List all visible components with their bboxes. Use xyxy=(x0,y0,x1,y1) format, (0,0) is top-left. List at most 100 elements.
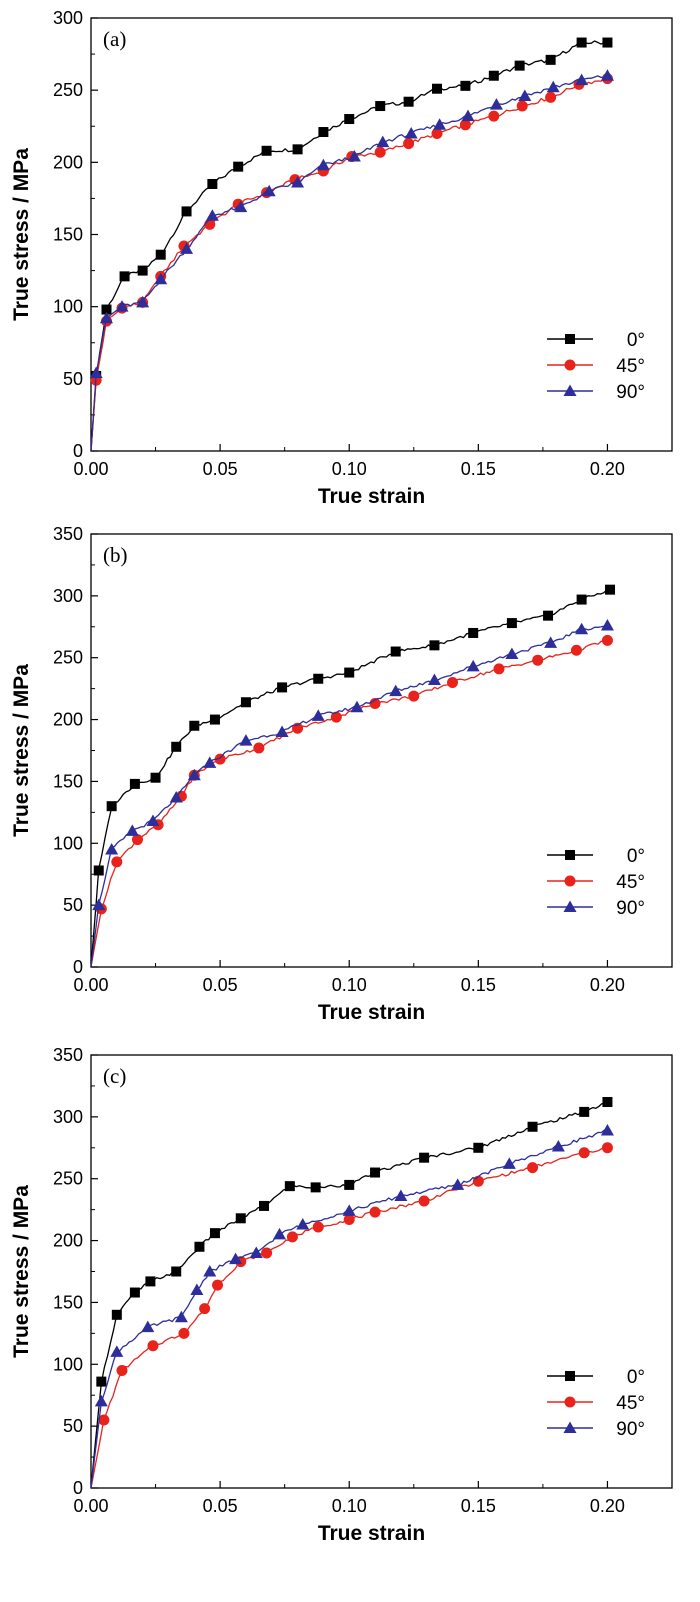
data-point xyxy=(105,842,119,855)
data-point xyxy=(147,1340,159,1352)
data-point xyxy=(318,127,329,138)
data-point xyxy=(284,1181,295,1192)
series-1 xyxy=(90,1142,613,1489)
series-0 xyxy=(90,584,616,968)
data-point xyxy=(233,161,244,172)
data-point xyxy=(273,1227,287,1240)
data-point xyxy=(101,304,112,315)
data-point xyxy=(240,697,251,708)
data-point xyxy=(277,682,288,693)
data-point xyxy=(203,756,217,768)
data-point xyxy=(459,119,471,131)
data-point xyxy=(291,176,305,188)
data-point xyxy=(194,1241,205,1252)
data-point xyxy=(189,720,200,731)
data-point xyxy=(578,1147,590,1159)
chart-panel-1: 0.00 0.05 0.10 0.15 0.20 0 50 100 150 200 250 300 35… xyxy=(10,524,673,1024)
data-point xyxy=(187,768,201,781)
legend-marker xyxy=(565,850,575,860)
data-point xyxy=(488,110,500,122)
data-point xyxy=(432,83,443,94)
chart-panel-0: 0.00 0.05 0.10 0.15 0.20 0 50 100 150 200 250 300 Tr… xyxy=(10,8,673,508)
legend-label: 0° xyxy=(627,846,645,867)
panel-label: (c) xyxy=(103,1064,126,1088)
chart-panel-2: 0.00 0.05 0.10 0.15 0.20 0 50 100 150 200 250 300 35… xyxy=(10,1045,673,1545)
y-axis-label: True stress / MPa xyxy=(10,664,33,837)
data-point xyxy=(600,69,614,81)
data-point xyxy=(311,709,325,721)
panel-label: (b) xyxy=(103,543,128,567)
x-axis-label: True strain xyxy=(318,485,425,508)
legend-entry-0: 0° xyxy=(547,1367,645,1388)
data-point xyxy=(137,265,148,276)
data-point xyxy=(239,734,253,746)
series-2 xyxy=(89,69,614,452)
y-tick-label: 350 xyxy=(53,524,83,544)
data-point xyxy=(514,60,525,71)
data-point xyxy=(275,725,289,737)
legend-marker xyxy=(565,334,575,344)
x-tick-label: 0.05 xyxy=(203,1496,238,1516)
series-line xyxy=(90,77,608,452)
legend-entry-1: 45° xyxy=(547,356,645,377)
data-point xyxy=(601,1142,613,1154)
data-point xyxy=(466,659,480,672)
data-point xyxy=(601,634,613,646)
data-point xyxy=(98,1414,110,1426)
data-point xyxy=(262,184,276,197)
data-point xyxy=(390,646,401,657)
y-tick-label: 200 xyxy=(53,1231,83,1251)
data-point xyxy=(190,1283,204,1296)
data-point xyxy=(347,150,361,162)
x-tick-label: 0.10 xyxy=(332,975,367,995)
data-point xyxy=(527,1162,539,1174)
data-point xyxy=(602,37,613,48)
series-line xyxy=(90,1147,608,1489)
series-line xyxy=(90,1101,608,1489)
y-tick-label: 250 xyxy=(53,1169,83,1189)
data-point xyxy=(207,178,218,189)
data-point xyxy=(344,1179,355,1190)
data-point xyxy=(261,145,272,156)
data-point xyxy=(551,1140,565,1152)
x-tick-label: 0.20 xyxy=(590,975,625,995)
data-point xyxy=(199,1303,211,1315)
data-point xyxy=(125,824,139,836)
data-point xyxy=(600,1123,614,1136)
data-point xyxy=(468,627,479,638)
legend-label: 90° xyxy=(616,382,645,403)
legend-entry-0: 0° xyxy=(547,846,645,867)
x-tick-label: 0.10 xyxy=(332,1496,367,1516)
data-point xyxy=(532,654,544,666)
data-point xyxy=(93,865,104,876)
data-point xyxy=(209,714,220,725)
data-point xyxy=(375,101,386,112)
data-point xyxy=(427,673,441,685)
data-point xyxy=(394,1189,408,1202)
data-point xyxy=(418,1195,430,1207)
legend-entry-1: 45° xyxy=(547,872,645,893)
data-point xyxy=(546,80,560,93)
data-point xyxy=(259,1200,270,1211)
data-point xyxy=(389,684,403,697)
legend-marker xyxy=(563,1421,577,1433)
data-point xyxy=(431,127,443,139)
y-tick-label: 100 xyxy=(53,833,83,853)
x-tick-label: 0.15 xyxy=(461,1496,496,1516)
data-point xyxy=(575,73,589,86)
legend-label: 45° xyxy=(616,356,645,377)
legend-entry-2: 90° xyxy=(547,1419,645,1440)
data-point xyxy=(312,1221,324,1233)
data-point xyxy=(146,814,160,827)
data-point xyxy=(330,711,342,723)
data-point xyxy=(545,54,556,65)
data-point xyxy=(505,647,519,660)
data-point xyxy=(602,1097,613,1108)
series-line xyxy=(90,75,608,452)
data-point xyxy=(489,98,503,110)
data-point xyxy=(286,1231,298,1243)
series-line xyxy=(90,40,608,452)
data-point xyxy=(344,114,355,125)
y-tick-label: 50 xyxy=(63,1416,83,1436)
legend-label: 90° xyxy=(616,1419,645,1440)
